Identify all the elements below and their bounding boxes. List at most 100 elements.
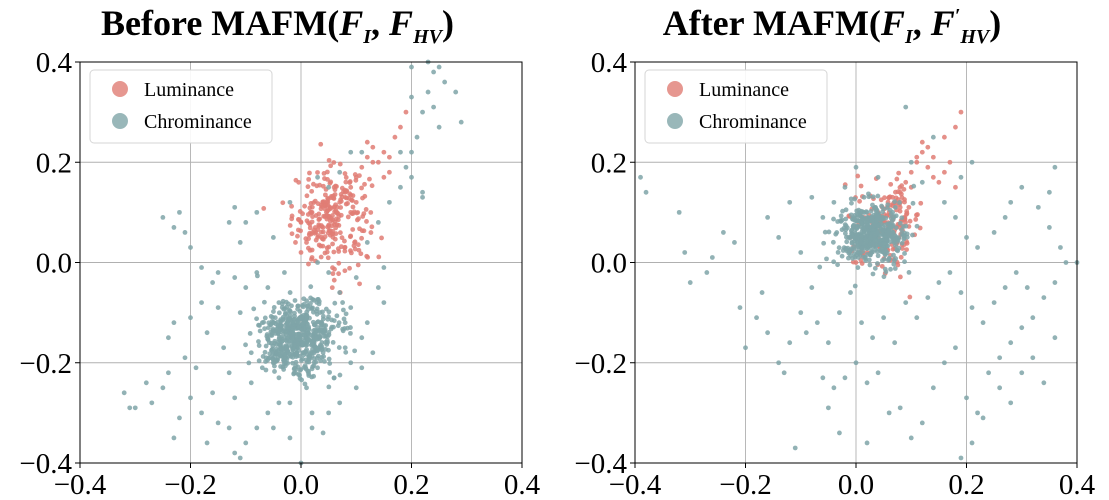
scatter-point	[852, 254, 858, 260]
scatter-point	[1019, 370, 1025, 376]
scatter-point	[902, 199, 907, 205]
scatter-point	[875, 253, 881, 259]
scatter-point	[182, 355, 188, 361]
scatter-point	[331, 160, 337, 165]
scatter-point	[331, 277, 337, 283]
scatter-point	[204, 330, 210, 336]
scatter-point	[776, 235, 782, 240]
scatter-point	[287, 435, 293, 441]
scatter-point	[953, 214, 958, 220]
scatter-point	[297, 316, 302, 322]
scatter-point	[897, 184, 903, 190]
scatter-point	[849, 227, 855, 233]
scatter-point	[1019, 184, 1025, 190]
scatter-point	[1058, 245, 1063, 250]
scatter-point	[817, 264, 823, 270]
scatter-point	[882, 266, 888, 272]
scatter-point	[348, 184, 354, 190]
scatter-point	[872, 222, 878, 228]
scatter-point	[870, 335, 875, 341]
scatter-point	[336, 249, 342, 254]
scatter-point	[326, 384, 332, 390]
scatter-point	[337, 290, 343, 295]
scatter-point	[883, 215, 889, 221]
scatter-point	[858, 183, 864, 189]
scatter-point	[892, 340, 898, 346]
scatter-point	[278, 321, 283, 327]
scatter-point	[930, 134, 936, 140]
scatter-point	[826, 229, 832, 235]
scatter-point	[327, 369, 332, 375]
scatter-point	[327, 180, 333, 186]
scatter-point	[322, 327, 327, 333]
scatter-point	[844, 225, 850, 231]
scatter-point	[947, 159, 953, 165]
scatter-point	[243, 440, 249, 446]
scatter-plot-before: −0.4 −0.2 0.0 0.2 0.4 −0.4 −0.2 0.0 0.2 0.4 Lumina…	[19, 47, 540, 500]
scatter-point	[355, 262, 361, 268]
scatter-point	[287, 400, 293, 406]
x-tick-label: 0.0	[838, 469, 874, 500]
scatter-point	[809, 194, 815, 200]
scatter-point	[643, 189, 649, 195]
scatter-point	[975, 410, 980, 416]
scatter-point	[914, 315, 920, 321]
scatter-point	[313, 213, 319, 218]
scatter-point	[315, 319, 321, 325]
scatter-point	[365, 254, 371, 260]
scatter-point	[863, 237, 869, 242]
scatter-point	[838, 213, 844, 219]
scatter-point	[342, 238, 347, 244]
scatter-point	[907, 218, 913, 224]
scatter-point	[980, 320, 986, 326]
scatter-point	[913, 217, 919, 222]
x-tick-label: 0.0	[283, 469, 319, 500]
scatter-point	[918, 200, 924, 206]
scatter-point	[1008, 400, 1014, 406]
scatter-point	[306, 220, 311, 226]
scatter-point	[352, 172, 358, 177]
scatter-point	[359, 335, 365, 341]
scatter-point	[247, 331, 253, 336]
scatter-point	[343, 311, 349, 317]
scatter-point	[855, 173, 861, 179]
scatter-point	[930, 385, 936, 391]
scatter-point	[892, 266, 898, 271]
scatter-point	[316, 299, 322, 304]
scatter-point	[293, 351, 298, 357]
scatter-point	[324, 245, 330, 251]
scatter-point	[262, 326, 267, 332]
scatter-point	[908, 169, 914, 175]
scatter-point	[270, 235, 276, 240]
scatter-point	[1041, 295, 1047, 300]
scatter-point	[305, 303, 311, 308]
scatter-point	[348, 360, 354, 366]
scatter-point	[848, 212, 854, 218]
scatter-point	[348, 250, 354, 256]
scatter-point	[902, 251, 907, 256]
scatter-point	[343, 189, 349, 194]
scatter-point	[901, 186, 907, 192]
scatter-point	[381, 300, 387, 305]
scatter-point	[930, 174, 936, 180]
scatter-point	[268, 314, 274, 319]
scatter-point	[403, 109, 409, 115]
scatter-point	[852, 235, 858, 241]
y-tick-label: 0.0	[591, 248, 627, 280]
scatter-point	[846, 250, 852, 256]
scatter-point	[353, 275, 359, 280]
scatter-point	[182, 230, 188, 235]
scatter-point	[398, 149, 403, 155]
scatter-point	[875, 261, 880, 266]
scatter-point	[287, 315, 293, 321]
scatter-point	[237, 240, 243, 245]
scatter-point	[311, 200, 317, 206]
scatter-point	[387, 199, 392, 205]
scatter-point	[420, 194, 425, 200]
scatter-point	[309, 410, 315, 416]
scatter-point	[348, 233, 354, 239]
scatter-point	[798, 310, 804, 316]
scatter-point	[420, 109, 425, 115]
title-arg1: F	[880, 3, 905, 43]
scatter-point	[901, 224, 906, 230]
